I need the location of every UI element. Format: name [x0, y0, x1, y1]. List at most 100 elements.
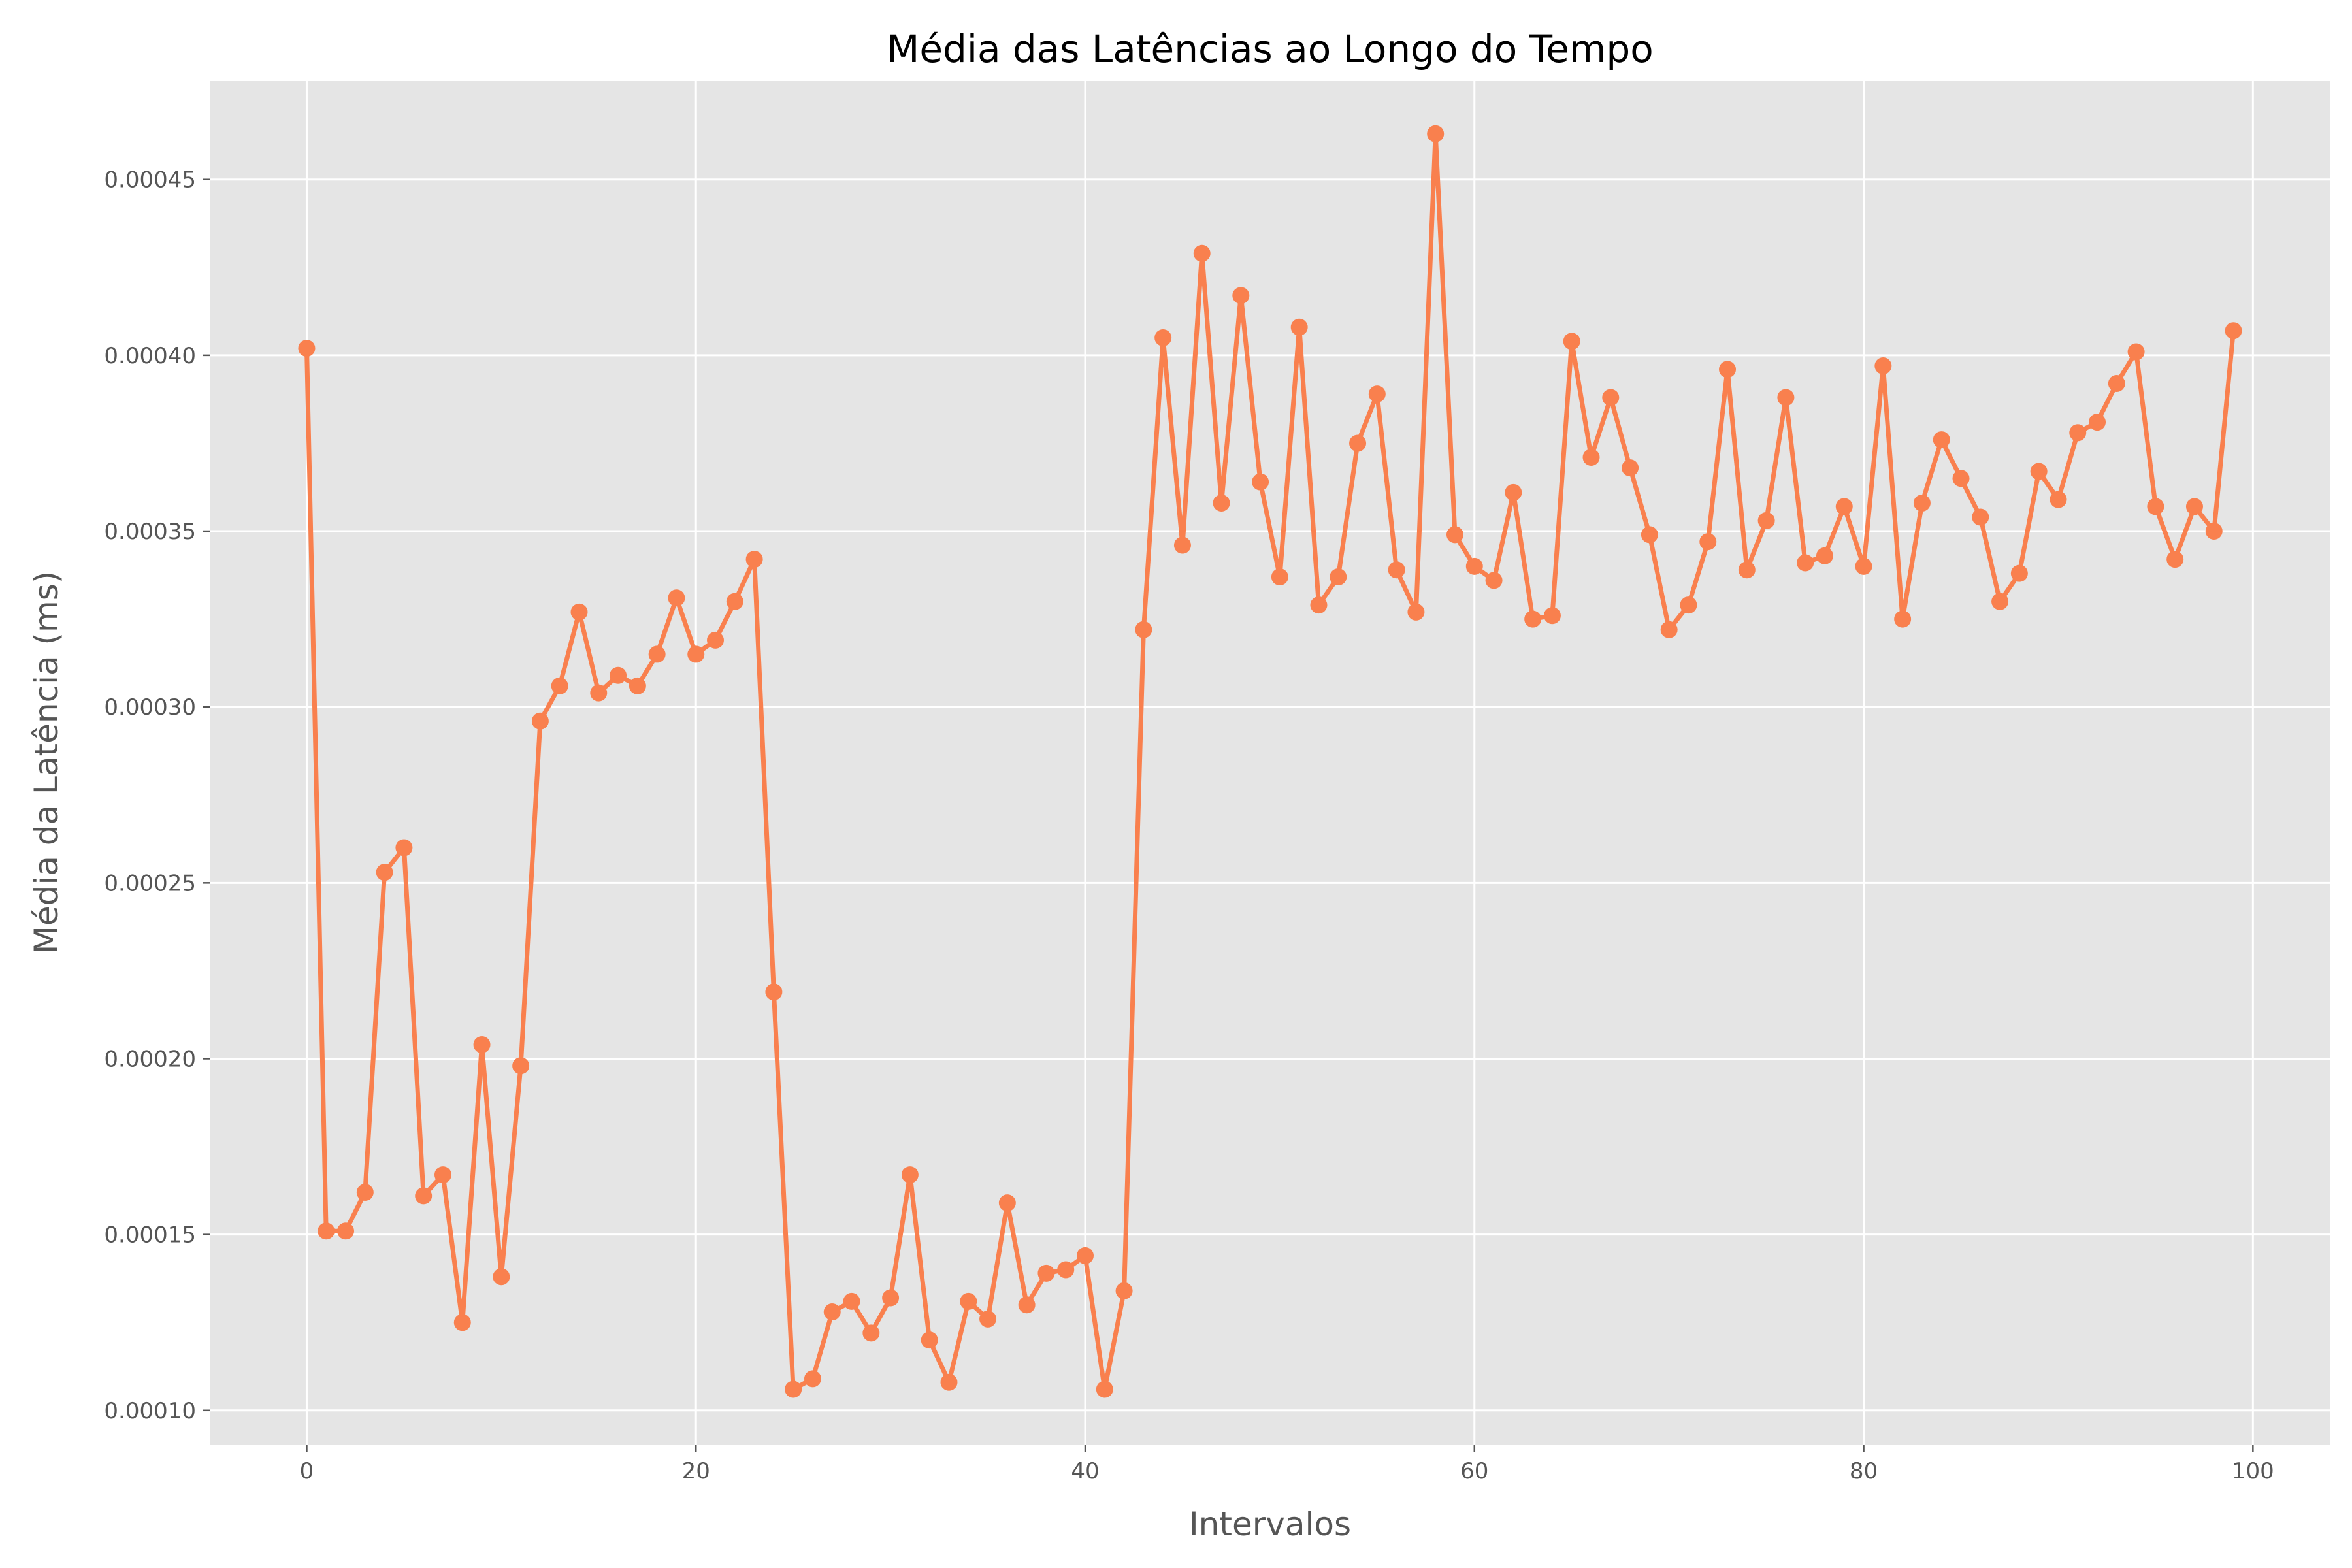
y-axis-ticks: 0.00010 0.00015 0.00020 0.00025 0.00030 0.000… [104, 167, 210, 1424]
data-point [629, 677, 646, 694]
data-point [862, 1324, 880, 1342]
x-tick-label: 100 [2232, 1458, 2274, 1484]
y-axis-label: Média da Latência (ms) [27, 571, 65, 955]
data-point [1096, 1380, 1113, 1398]
data-point [1797, 554, 1814, 572]
chart-title: Média das Latências ao Longo do Tempo [887, 27, 1653, 71]
data-point [395, 839, 413, 857]
data-point [1543, 607, 1561, 625]
data-point [2166, 551, 2184, 568]
y-tick-label: 0.00015 [104, 1222, 196, 1249]
data-point [901, 1166, 919, 1184]
data-point [1349, 434, 1367, 452]
data-point [921, 1331, 938, 1349]
x-tick-label: 40 [1071, 1458, 1099, 1484]
data-point [2089, 414, 2106, 431]
data-point [765, 983, 783, 1001]
data-point [2127, 343, 2145, 361]
data-point [1641, 526, 1658, 544]
data-point [1524, 610, 1542, 628]
data-point [1622, 459, 1639, 477]
data-point [1310, 596, 1328, 614]
data-point [610, 666, 627, 684]
data-point [1037, 1264, 1055, 1282]
data-point [1874, 357, 1892, 375]
data-point [2010, 564, 2028, 582]
data-point [843, 1292, 860, 1310]
data-point [493, 1268, 510, 1286]
data-point [998, 1194, 1016, 1212]
data-point [1252, 473, 1269, 491]
data-point [1680, 596, 1697, 614]
data-point [318, 1222, 335, 1240]
data-point [1115, 1282, 1133, 1299]
data-point [1018, 1296, 1036, 1314]
y-tick-label: 0.00010 [104, 1398, 196, 1424]
data-point [453, 1314, 471, 1331]
data-point [1330, 568, 1347, 586]
data-point [512, 1057, 530, 1075]
plot-background [210, 81, 2330, 1445]
gridlines [210, 81, 2330, 1445]
data-point [1933, 431, 1950, 449]
x-tick-label: 80 [1850, 1458, 1878, 1484]
data-point [590, 684, 608, 702]
data-point [1602, 389, 1620, 406]
data-point [745, 551, 763, 568]
data-point [1465, 557, 1483, 575]
data-point [1388, 561, 1405, 579]
data-point [356, 1184, 374, 1201]
series-line [304, 131, 2236, 1392]
data-point [1991, 593, 2009, 610]
data-point [570, 603, 588, 621]
data-point [1719, 361, 1737, 378]
data-point [473, 1036, 491, 1053]
data-point [1777, 389, 1795, 406]
data-point [337, 1222, 355, 1240]
data-point [298, 340, 316, 357]
data-point [2069, 424, 2087, 442]
data-point [1154, 329, 1172, 346]
data-point [1660, 621, 1678, 638]
data-point [726, 593, 743, 610]
y-tick-label: 0.00030 [104, 694, 196, 721]
y-tick-label: 0.00025 [104, 870, 196, 896]
data-point [1485, 572, 1503, 589]
data-point [2030, 463, 2048, 480]
data-point [2108, 374, 2125, 392]
data-point [1505, 483, 1522, 501]
data-point [1835, 498, 1853, 515]
data-points [298, 125, 2242, 1398]
data-point [531, 712, 549, 730]
data-point [1077, 1247, 1094, 1264]
data-point [415, 1187, 433, 1205]
data-point [785, 1380, 802, 1398]
data-point [668, 589, 685, 607]
x-axis-ticks: 0 20 40 60 80 100 [300, 1445, 2274, 1484]
data-point [1193, 244, 1211, 262]
data-point [2225, 322, 2242, 340]
data-point [1894, 610, 1912, 628]
data-point [1446, 526, 1463, 544]
data-point [648, 645, 666, 663]
x-tick-label: 60 [1460, 1458, 1488, 1484]
data-point [804, 1370, 821, 1388]
data-point [1213, 494, 1230, 512]
data-point [1290, 318, 1308, 336]
data-point [1407, 603, 1425, 621]
x-tick-label: 20 [682, 1458, 710, 1484]
data-point [1699, 533, 1717, 551]
data-point [1816, 547, 1833, 564]
data-point [1913, 494, 1931, 512]
data-point [1582, 448, 1600, 466]
data-point [1563, 333, 1580, 350]
x-tick-label: 0 [300, 1458, 314, 1484]
data-point [1855, 557, 1872, 575]
data-point [1271, 568, 1288, 586]
data-point [1368, 385, 1386, 403]
data-point [1057, 1261, 1075, 1279]
data-point [979, 1310, 997, 1328]
data-point [707, 631, 725, 649]
data-point [1757, 512, 1775, 529]
